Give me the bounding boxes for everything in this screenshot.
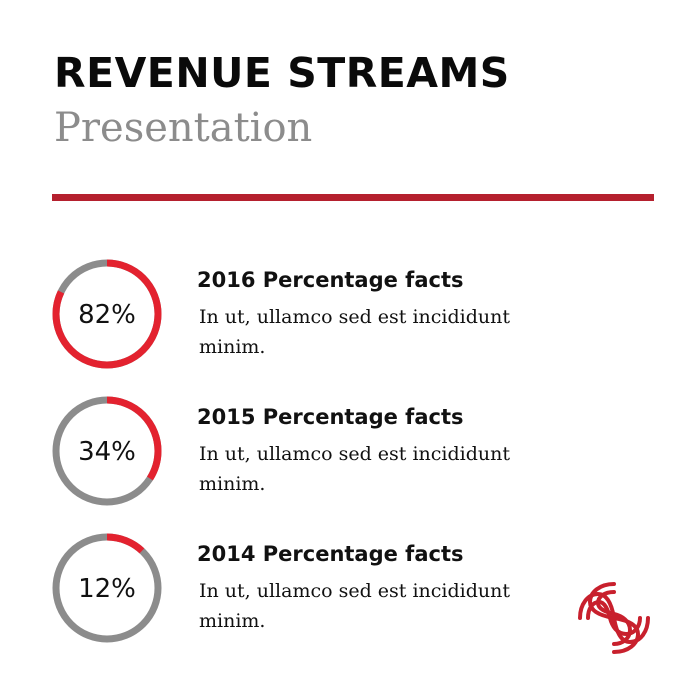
stat-description-2015: In ut, ullamco sed est incididunt minim.: [199, 443, 510, 495]
interlocking-s-logo-icon: [572, 576, 656, 660]
title-divider: [52, 194, 654, 201]
percent-label-2015: 34%: [78, 437, 136, 467]
stat-heading-2015: 2015 Percentage facts: [197, 405, 464, 429]
progress-ring-2016: 82%: [51, 258, 163, 370]
stat-heading-2016: 2016 Percentage facts: [197, 268, 464, 292]
stat-description-2016: In ut, ullamco sed est incididunt minim.: [199, 306, 510, 358]
stat-item-2015: 34% 2015 Percentage facts In ut, ullamco…: [0, 395, 700, 525]
stat-item-2016: 82% 2016 Percentage facts In ut, ullamco…: [0, 258, 700, 388]
percent-label-2014: 12%: [78, 574, 136, 604]
percent-label-2016: 82%: [78, 300, 136, 330]
progress-ring-2015: 34%: [51, 395, 163, 507]
stat-heading-2014: 2014 Percentage facts: [197, 542, 464, 566]
stat-item-2014: 12% 2014 Percentage facts In ut, ullamco…: [0, 532, 700, 662]
stat-description-2014: In ut, ullamco sed est incididunt minim.: [199, 580, 510, 632]
page-subtitle: Presentation: [54, 105, 313, 151]
page-title: REVENUE STREAMS: [54, 49, 510, 97]
progress-ring-2014: 12%: [51, 532, 163, 644]
